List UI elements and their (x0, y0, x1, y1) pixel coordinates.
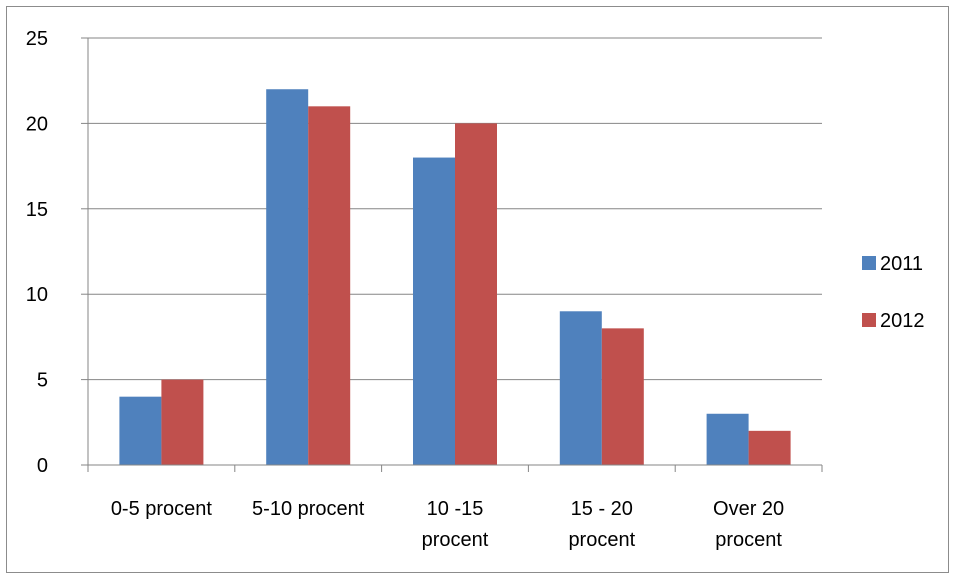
x-tick-label: 15 - 20 (571, 498, 633, 520)
bar-2012-0 (161, 379, 204, 465)
y-tick-label: 10 (26, 284, 48, 306)
y-tick-label: 5 (37, 370, 48, 392)
y-axis-ticks: 0 5 10 15 20 25 (26, 28, 88, 477)
bar-2012-3 (601, 328, 644, 465)
x-tick-label: 10 -15 (427, 498, 484, 520)
bars (119, 89, 791, 466)
bar-2012-2 (455, 123, 497, 466)
axes (87, 38, 823, 472)
legend-swatch-2011 (862, 256, 876, 270)
x-tick-label: procent (422, 529, 489, 551)
legend-label-2011: 2011 (880, 253, 923, 275)
legend-label-2012: 2012 (880, 310, 925, 332)
bar-2011-1 (266, 89, 309, 466)
x-tick-label: procent (715, 529, 782, 551)
y-tick-label: 15 (26, 199, 48, 221)
bar-2011-4 (706, 413, 749, 465)
x-tick-label: Over 20 (713, 498, 784, 520)
y-tick-label: 20 (26, 113, 48, 135)
bar-2012-4 (748, 430, 791, 465)
bar-2011-2 (413, 157, 455, 465)
bar-2012-1 (308, 106, 351, 465)
x-axis-ticks: 0-5 procent 5-10 procent 10 -15 procent 15 -… (111, 498, 784, 551)
x-tick-label: 5-10 procent (252, 498, 365, 520)
legend: 2011 2012 (862, 253, 925, 332)
x-tick-label: 0-5 procent (111, 498, 213, 520)
y-tick-label: 25 (26, 28, 48, 50)
y-tick-label: 0 (37, 455, 48, 477)
bar-2011-0 (119, 396, 162, 465)
x-tick-label: procent (568, 529, 635, 551)
legend-swatch-2012 (862, 313, 876, 327)
bar-2011-3 (559, 311, 602, 465)
